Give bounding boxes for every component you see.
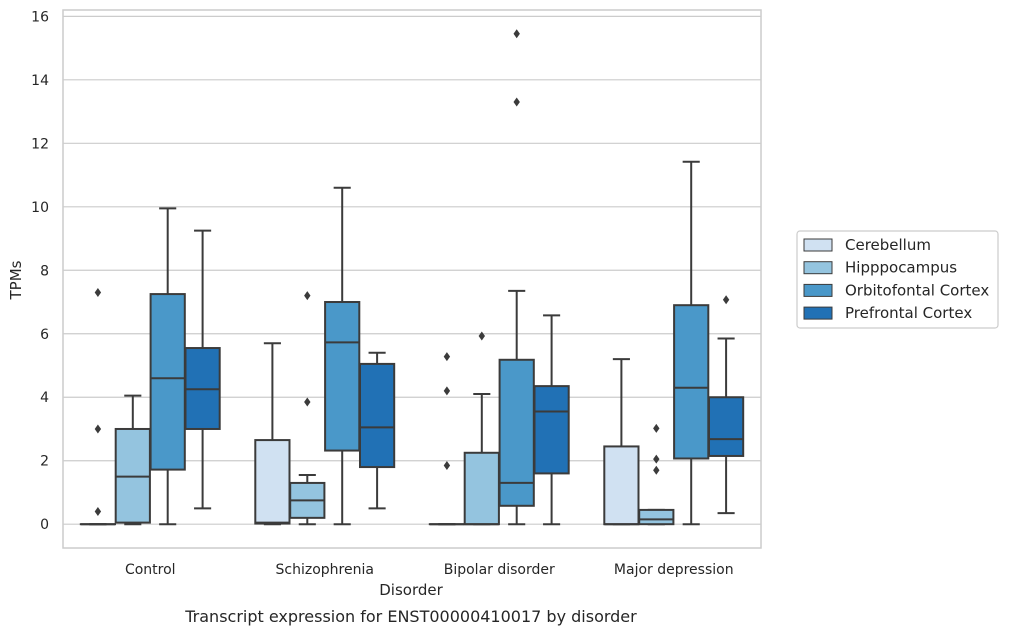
legend-label: Cerebellum — [845, 236, 931, 254]
outlier-point — [478, 331, 485, 341]
box-iqr — [254, 439, 291, 525]
boxes-layer — [79, 29, 745, 526]
box-prefrontal-cortex — [533, 314, 570, 526]
box-hipppocampus — [463, 331, 500, 526]
box-orbitofontal-cortex — [149, 207, 186, 526]
box-orbitofontal-cortex — [324, 186, 361, 526]
legend-swatch — [803, 306, 833, 320]
y-tick-label: 14 — [31, 73, 49, 89]
legend: Cerebellum Hipppocampus Orbitofontal Corte… — [796, 230, 999, 329]
box-hipppocampus — [289, 291, 326, 526]
legend-swatch — [803, 283, 833, 297]
box-iqr — [603, 445, 640, 526]
box-prefrontal-cortex — [184, 229, 221, 510]
outlier-point — [443, 352, 451, 362]
box-hipppocampus — [638, 423, 675, 526]
outlier-point — [513, 29, 520, 39]
outlier-point — [443, 460, 451, 470]
y-tick-label: 8 — [40, 263, 49, 279]
plot-area-frame — [62, 9, 762, 549]
box-iqr — [324, 301, 361, 452]
y-axis-label: TPMs — [7, 260, 25, 300]
outlier-point — [722, 295, 730, 305]
outlier-point — [443, 386, 451, 396]
y-tick-label: 0 — [40, 517, 49, 533]
outlier-point — [94, 506, 102, 516]
x-axis-label: Disorder — [379, 581, 443, 599]
box-cerebellum — [428, 352, 466, 526]
outlier-point — [304, 291, 311, 301]
x-tick-label: Schizophrenia — [276, 562, 374, 578]
outlier-point — [94, 287, 102, 297]
box-prefrontal-cortex — [707, 295, 745, 515]
box-iqr — [673, 304, 710, 460]
chart-caption: Transcript expression for ENST0000041001… — [184, 607, 637, 626]
box-cerebellum — [254, 342, 291, 526]
box-iqr — [463, 451, 500, 526]
y-tick-label: 2 — [40, 454, 49, 470]
legend-frame — [796, 230, 999, 329]
y-tick-label: 10 — [31, 200, 49, 216]
box-orbitofontal-cortex — [673, 160, 710, 526]
y-tick-label: 4 — [40, 390, 49, 406]
legend-label: Prefrontal Cortex — [845, 304, 972, 322]
outlier-point — [653, 454, 660, 464]
y-tick-label: 12 — [31, 136, 49, 152]
outlier-point — [94, 424, 102, 434]
y-tick-label: 6 — [40, 327, 49, 343]
box-prefrontal-cortex — [358, 351, 396, 510]
box-iqr — [533, 385, 570, 475]
legend-label: Hipppocampus — [845, 259, 957, 277]
box-iqr — [149, 293, 186, 471]
outlier-point — [653, 423, 660, 433]
box-cerebellum — [603, 358, 640, 526]
x-tick-label: Major depression — [614, 562, 734, 578]
box-iqr — [638, 508, 675, 526]
y-tick-label: 16 — [31, 9, 49, 25]
legend-swatch — [803, 238, 833, 252]
y-axis-ticks: 0 2 4 6 8 10 12 14 16 — [31, 9, 49, 533]
outlier-point — [513, 97, 520, 107]
outlier-point — [653, 465, 660, 475]
x-axis-ticks: Control Schizophrenia Bipolar disorder Majo… — [125, 562, 734, 578]
box-orbitofontal-cortex — [498, 29, 535, 526]
box-iqr — [358, 362, 396, 469]
x-tick-label: Control — [125, 562, 176, 578]
box-iqr — [707, 396, 745, 457]
legend-swatch — [803, 261, 833, 275]
x-tick-label: Bipolar disorder — [444, 562, 555, 578]
legend-label: Orbitofontal Cortex — [845, 281, 989, 299]
box-hipppocampus — [114, 394, 151, 526]
outlier-point — [304, 397, 311, 407]
box-cerebellum — [79, 287, 117, 526]
box-iqr — [498, 358, 535, 507]
